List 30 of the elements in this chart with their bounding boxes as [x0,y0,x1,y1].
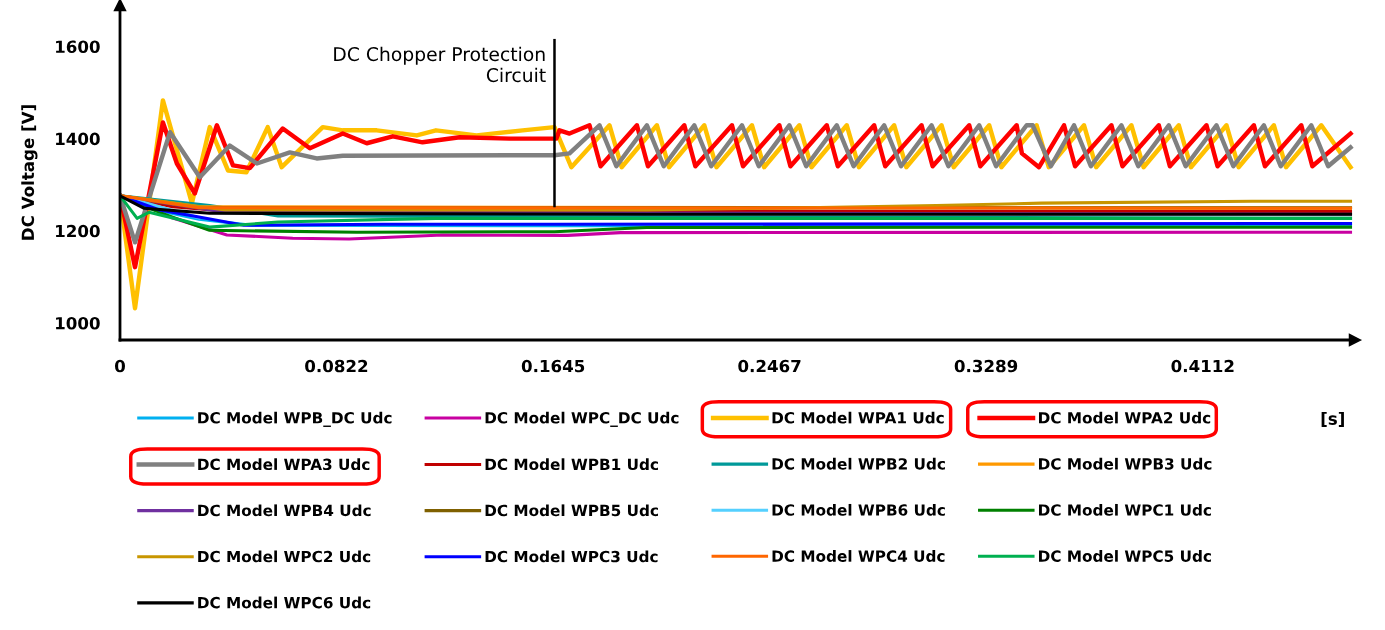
y-tick-label: 1400 [56,132,100,146]
y-tick-label: 1000 [56,316,100,330]
legend-label: DC Model WPB3 Udc [1039,457,1212,470]
legend-label: DC Model WPC2 Udc [198,550,371,563]
legend-label: DC Model WPC3 Udc [485,550,658,563]
legend-label: DC Model WPC1 Udc [1039,503,1211,516]
x-tick-label: 0.2467 [738,359,801,373]
legend-label: DC Model WPC4 Udc [772,550,945,562]
legend-label: DC Model WPB_DC Udc [198,411,392,427]
legend-label: DC Model WPB4 Udc [198,504,371,517]
legend-label: DC Model WPB6 Udc [772,503,945,516]
ref-line-label: DC Chopper Protection Circuit [334,46,546,83]
y-tick-label: 1200 [56,224,100,238]
legend-label: DC Model WPC5 Udc [1039,550,1211,562]
legend-label: DC Model WPB1 Udc [485,458,658,471]
legend-label: DC Model WPB5 Udc [485,504,658,517]
x-axis-title: [s] [1321,412,1344,427]
y-tick-label: 1600 [56,40,100,54]
legend-label: DC Model WPB2 Udc [772,457,945,470]
legend-label: DC Model WPA1 Udc [772,411,944,424]
x-tick-label: 0.0822 [305,359,368,373]
y-axis-title: DC Voltage [V] [21,105,38,240]
x-tick-label: 0.4112 [1171,359,1234,373]
legend-label: DC Model WPC_DC Udc [485,411,679,427]
legend-label: DC Model WPA3 Udc [198,458,370,471]
x-tick-label: 0.1645 [521,359,585,373]
x-tick-label: 0 [115,359,125,373]
legend-label: DC Model WPC6 Udc [198,596,371,609]
x-tick-label: 0.3289 [954,359,1018,373]
legend-label: DC Model WPA2 Udc [1039,411,1211,424]
